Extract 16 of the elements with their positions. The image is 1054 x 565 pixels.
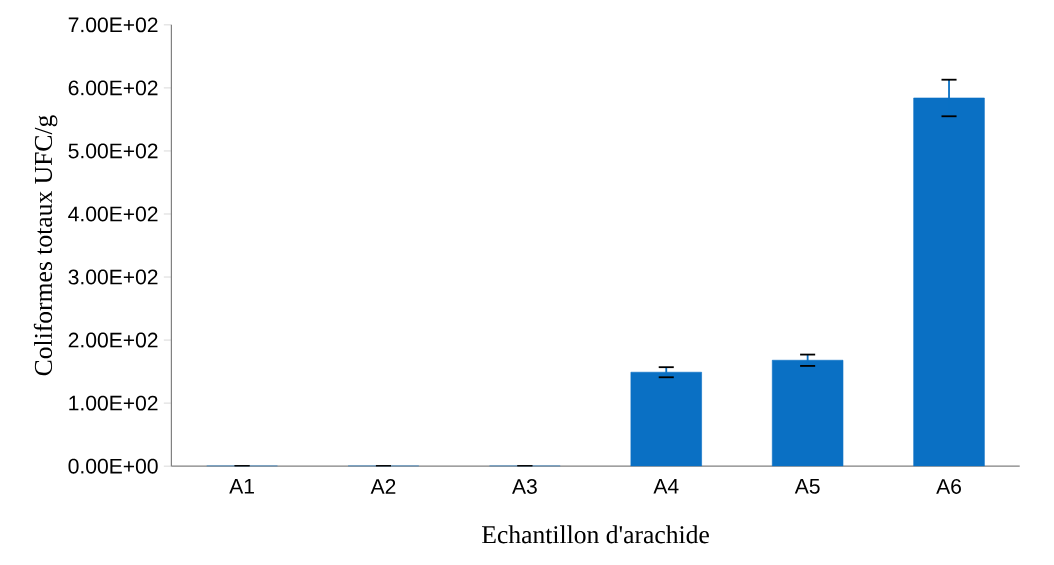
x-tick-label: A5 — [794, 479, 820, 494]
y-tick-label: 2.00E+02 — [68, 332, 158, 348]
x-axis-title: Echantillon d'arachide — [482, 525, 709, 544]
y-tick-label: 7.00E+02 — [68, 17, 158, 33]
x-tick-label: A2 — [370, 479, 396, 494]
y-tick-label: 0.00E+00 — [68, 458, 158, 474]
y-tick-label: 1.00E+02 — [69, 395, 158, 411]
y-tick-label: 5.00E+02 — [68, 143, 158, 159]
x-tick-label: A3 — [512, 479, 537, 495]
x-tick-label: A6 — [936, 479, 961, 495]
x-tick-label: A4 — [653, 479, 679, 494]
y-tick-label: 3.00E+02 — [68, 269, 158, 285]
y-axis-title: Coliformes totaux UFC/g — [33, 115, 58, 376]
x-tick-label: A1 — [229, 479, 254, 494]
y-tick-label: 6.00E+02 — [68, 80, 158, 96]
y-tick-label: 4.00E+02 — [68, 206, 158, 222]
